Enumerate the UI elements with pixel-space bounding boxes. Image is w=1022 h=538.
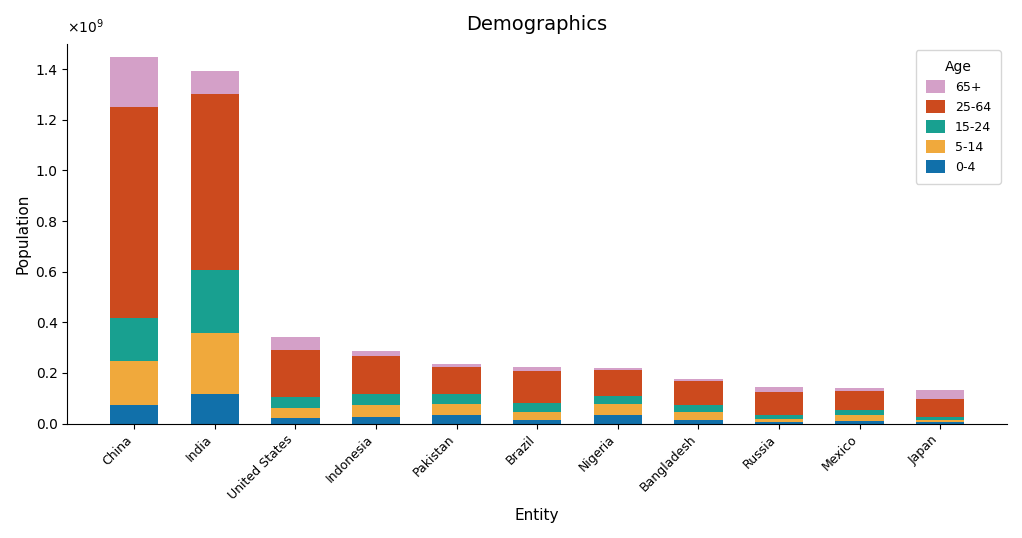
Bar [513,371,561,404]
Bar [754,392,803,415]
Bar [513,404,561,412]
Legend: 65+, 25-64, 15-24, 5-14, 0-4: 65+, 25-64, 15-24, 5-14, 0-4 [916,50,1001,183]
Bar [513,412,561,420]
Bar [432,366,480,394]
Bar [916,399,965,417]
Bar [432,415,480,423]
Bar [190,270,239,333]
Bar [675,412,723,420]
Bar [271,337,320,350]
Bar [271,419,320,423]
Bar [594,404,642,415]
Bar [432,404,480,415]
Bar [835,409,884,415]
Bar [110,58,158,107]
Bar [835,388,884,391]
Bar [594,369,642,370]
Bar [916,422,965,423]
X-axis label: Entity: Entity [515,508,559,523]
Bar [675,381,723,405]
Bar [916,417,965,420]
Bar [916,391,965,399]
Title: Demographics: Demographics [467,15,608,34]
Bar [432,394,480,404]
Bar [675,405,723,412]
Bar [190,94,239,270]
Bar [352,417,401,423]
Bar [190,394,239,423]
Bar [754,419,803,422]
Bar [754,387,803,392]
Bar [835,421,884,423]
Bar [432,364,480,366]
Bar [352,405,401,417]
Bar [754,422,803,423]
Bar [675,420,723,423]
Bar [110,107,158,318]
Bar [352,351,401,356]
Bar [594,415,642,423]
Bar [110,361,158,405]
Bar [675,379,723,381]
Bar [916,420,965,422]
Bar [190,71,239,94]
Bar [110,405,158,423]
Bar [835,391,884,409]
Bar [594,370,642,395]
Bar [271,397,320,408]
Text: $\times$10$^9$: $\times$10$^9$ [67,18,104,36]
Bar [754,415,803,419]
Bar [594,395,642,404]
Bar [110,318,158,361]
Bar [513,366,561,371]
Bar [513,420,561,423]
Bar [271,350,320,397]
Bar [835,415,884,421]
Bar [352,394,401,405]
Bar [271,408,320,419]
Bar [190,333,239,394]
Y-axis label: Population: Population [15,194,30,274]
Bar [352,356,401,394]
